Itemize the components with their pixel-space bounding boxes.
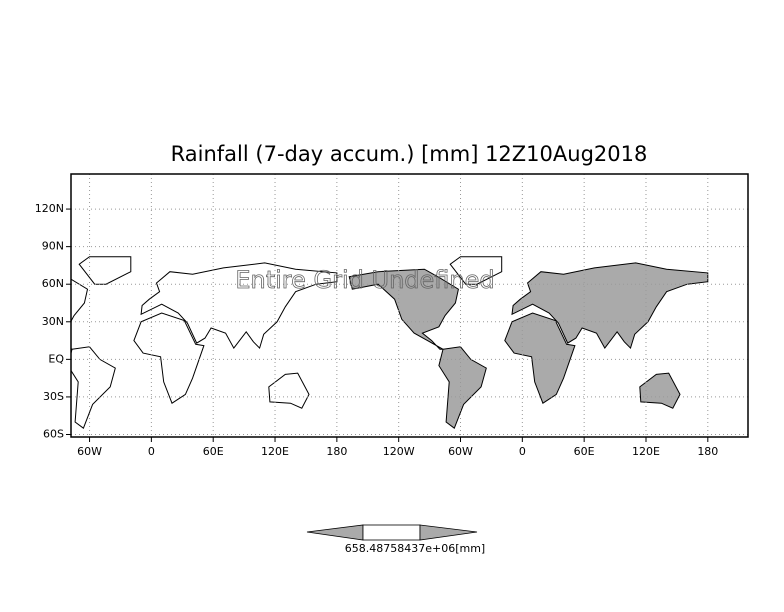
- y-tick-label: 60N: [42, 277, 64, 290]
- grid: 60W 0 60E 120E 180 120W 60W 0 60E 120E 180 60S 30S EQ…: [35, 174, 748, 458]
- landmass: [449, 256, 503, 285]
- chart-title: Rainfall (7-day accum.) [mm] 12Z10Aug201…: [171, 142, 648, 166]
- x-tick-label: 120E: [632, 445, 660, 458]
- landmass: [78, 256, 132, 285]
- x-tick-label: 180: [326, 445, 347, 458]
- y-tick-label: 90N: [42, 240, 64, 253]
- y-tick-label: 120N: [35, 202, 64, 215]
- x-tick-label: 0: [148, 445, 155, 458]
- y-tick-label: 30S: [43, 390, 64, 403]
- x-tick-label: 180: [697, 445, 718, 458]
- landmass: [71, 278, 89, 350]
- x-tick-label: 60E: [203, 445, 224, 458]
- landmass: [511, 262, 709, 350]
- plot-frame: [70, 173, 749, 438]
- colorbar-label: 658.48758437e+06[mm]: [345, 542, 485, 555]
- x-tick-label: 0: [519, 445, 526, 458]
- x-tick-label: 60W: [77, 445, 102, 458]
- landmass: [71, 346, 116, 429]
- landmass: [348, 268, 459, 350]
- watermark: Entire Grid Undefined: [235, 266, 494, 294]
- y-tick-label: EQ: [48, 352, 64, 365]
- x-tick-label: 60E: [574, 445, 595, 458]
- x-tick-label: 120W: [383, 445, 415, 458]
- landmass: [639, 372, 681, 409]
- x-tick-label: 120E: [261, 445, 289, 458]
- landmass: [268, 372, 310, 409]
- landmass: [438, 346, 487, 429]
- colorbar-left: [306, 524, 364, 541]
- colorbar-right: [419, 524, 478, 541]
- colorbar-box: [362, 524, 421, 541]
- landmass: [504, 312, 576, 404]
- x-tick-label: 60W: [448, 445, 473, 458]
- y-tick-label: 30N: [42, 315, 64, 328]
- y-tick-label: 60S: [43, 427, 64, 440]
- land: [71, 256, 709, 429]
- landmass: [133, 312, 205, 404]
